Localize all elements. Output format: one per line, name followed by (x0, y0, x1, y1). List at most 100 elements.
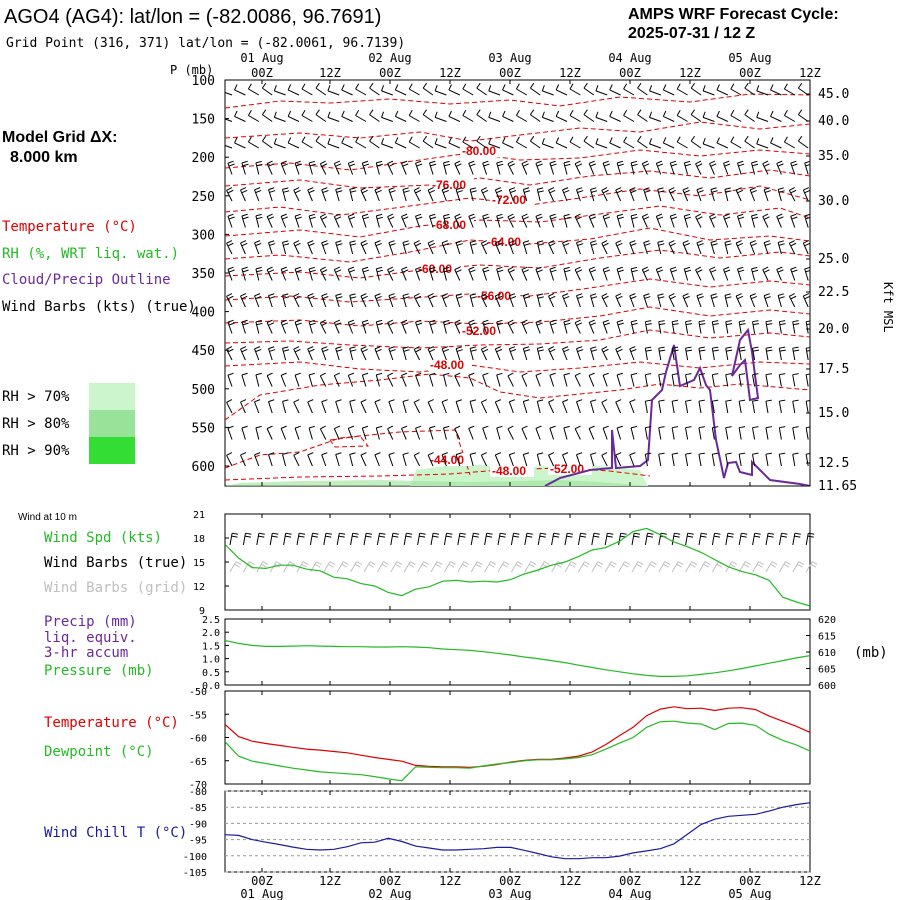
wind-barb-staff (507, 269, 514, 281)
wind-barb-flag (441, 187, 448, 191)
wind-barb-flag (645, 320, 652, 323)
wind-barb-flag (275, 561, 282, 566)
wind-barb-flag (609, 563, 616, 568)
wind-barb-flag (673, 535, 680, 538)
wind-barb-flag (804, 242, 810, 247)
wind-barb-staff (738, 401, 742, 414)
wind-barb-staff (762, 163, 769, 175)
wind-barb-flag (603, 216, 610, 220)
wind-barb-flag (415, 160, 422, 164)
wind-barb-staff (595, 90, 608, 96)
wind-barb-staff (241, 162, 246, 175)
wind-barb-flag (526, 532, 533, 535)
wind-barb-flag (388, 399, 395, 403)
wind-barb-flag (548, 293, 555, 297)
wind-barb-flag (469, 452, 477, 455)
wind-barb-staff (658, 401, 662, 414)
wind-barb-flag (682, 293, 689, 297)
wind-barb-flag (227, 213, 234, 217)
wind-barb-flag (515, 563, 522, 568)
wind-barb-flag (401, 319, 408, 323)
wind-barb-flag (616, 266, 623, 270)
wind-barb-flag (389, 296, 396, 299)
wind-barb-flag (227, 348, 234, 353)
wind-barb-flag (676, 110, 681, 116)
wind-barb-staff (462, 88, 474, 96)
wind-barb-staff (468, 428, 474, 440)
wind-barb-flag (735, 187, 742, 191)
wind-barb-flag (349, 346, 356, 349)
wind-barb-flag (537, 293, 544, 296)
wind-barb-staff (347, 269, 354, 281)
pressure-tick-label: 100 (192, 74, 215, 89)
wind-barb-flag (737, 242, 744, 247)
wind-barb-flag (535, 266, 542, 270)
pressure-tick-label: 600 (818, 681, 836, 692)
wind-barb-flag (392, 535, 399, 538)
wind-barb-flag (649, 111, 653, 118)
wind-barb-flag (360, 399, 367, 403)
wind-barb-flag (752, 452, 759, 455)
wind-barb-flag (764, 296, 771, 299)
wind-barb-flag (335, 452, 342, 456)
wind-barb-flag (576, 293, 583, 297)
wind-barb-flag (301, 83, 306, 90)
wind-barb-staff (280, 375, 287, 387)
wind-barb-flag (294, 425, 301, 429)
isotherm-label: -72.00 (492, 193, 526, 207)
wind-barb-flag (549, 266, 556, 270)
wind-barb-staff (685, 427, 689, 440)
wind-barb-staff (522, 454, 528, 467)
wind-barb-flag (564, 216, 571, 220)
wind-barb-flag (454, 372, 461, 377)
wind-barb-staff (248, 141, 260, 149)
wind-barb-flag (752, 349, 760, 352)
wind-barb-flag (764, 190, 771, 193)
wind-barb-flag (376, 269, 383, 273)
wind-barb-staff (695, 269, 702, 281)
wind-barb-flag (591, 296, 598, 299)
wind-barb-staff (792, 321, 796, 334)
wind-barb-staff (563, 215, 568, 228)
wind-barb-staff (287, 89, 300, 96)
wind-barb-staff (494, 295, 501, 308)
wind-barb-staff (350, 533, 354, 546)
wind-barb-flag (657, 163, 664, 167)
wind-barb-staff (637, 114, 648, 122)
wind-barb-flag (235, 561, 242, 566)
legend-barbs-true: Wind Barbs (true) (44, 555, 187, 571)
wind-barb-flag (630, 266, 638, 270)
wind-barb-flag (765, 373, 772, 376)
wind-barb-flag (430, 216, 437, 220)
wind-barb-flag (381, 563, 388, 568)
height-tick-label: 15.0 (818, 406, 849, 421)
wind-barb-staff (549, 215, 555, 228)
wind-barb-staff (569, 115, 581, 122)
wind-barb-flag (256, 322, 263, 326)
wind-barb-flag (521, 160, 528, 164)
wind-barb-staff (658, 561, 666, 573)
wind-barb-staff (711, 401, 715, 414)
wind-barb-staff (588, 375, 595, 387)
wind-barb-staff (637, 87, 648, 96)
wind-barb-staff (468, 269, 474, 281)
wind-barb-flag (574, 213, 581, 218)
wind-barb-staff (698, 348, 702, 361)
wind-barb-staff (268, 454, 273, 467)
wind-barb-staff (792, 427, 796, 440)
wind-barb-staff (725, 348, 729, 361)
wind-barb-flag (322, 243, 329, 247)
wind-barb-staff (274, 116, 286, 122)
wind-barb-flag (502, 563, 508, 568)
wind-barb-flag (495, 346, 502, 350)
wind-barb-flag (656, 213, 663, 217)
wind-barb-flag (595, 111, 599, 118)
wind-barb-flag (606, 535, 613, 538)
wind-barb-flag (524, 349, 531, 352)
wind-barb-staff (388, 348, 394, 361)
wind-barb-flag (622, 563, 629, 568)
wind-barb-flag (737, 213, 744, 217)
wind-barb-flag (685, 452, 692, 455)
wind-barb-flag (737, 189, 744, 194)
